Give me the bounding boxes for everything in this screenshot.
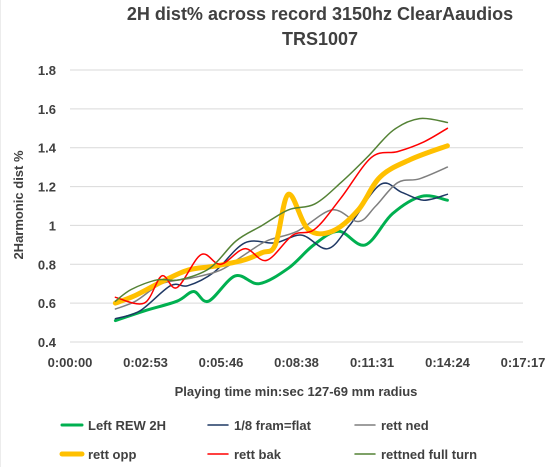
x-tick-label: 0:17:17 [501,355,546,370]
y-tick-label: 1.6 [38,102,56,117]
x-tick-label: 0:11:31 [350,355,394,370]
y-tick-label: 0.4 [38,335,57,350]
series-rettned-full-turn-line [114,117,449,302]
x-tick-label: 0:00:00 [48,355,93,370]
y-tick-label: 1 [49,218,56,233]
x-axis-label: Playing time min:sec 127-69 mm radius [175,384,418,399]
x-axis-ticks: 0:00:00 0:02:53 0:05:46 0:08:38 0:11:31 0:14:… [48,355,546,370]
y-tick-label: 0.8 [38,257,56,272]
y-axis-ticks: 0.4 0.6 0.8 1 1.2 1.4 1.6 1.8 [38,63,57,350]
series-rett-bak-line [114,127,449,305]
y-tick-label: 0.6 [38,296,56,311]
series-left-rew-2h-line [113,194,449,323]
series-rett-opp-line [112,143,450,306]
chart-title-line-1: 2H dist% across record 3150hz ClearAaudi… [127,4,513,24]
legend-label-rett-bak: rett bak [234,447,282,462]
legend-label-rettned-full-turn: rettned full turn [381,447,477,462]
x-tick-label: 0:14:24 [425,355,471,370]
legend-label-1-8-fram-flat: 1/8 fram=flat [234,418,312,433]
y-tick-label: 1.2 [38,180,56,195]
series-1-8-fram-flat-line [114,182,449,320]
x-tick-label: 0:02:53 [123,355,168,370]
x-tick-label: 0:05:46 [199,355,244,370]
series-rett-ned-line [114,166,449,310]
y-tick-label: 1.4 [38,141,57,156]
legend-label-rett-ned: rett ned [381,418,429,433]
legend: Left REW 2H 1/8 fram=flat rett ned rett opp… [59,418,477,462]
chart-title-line-2: TRS1007 [282,29,358,49]
legend-label-rett-opp: rett opp [88,447,136,462]
plot-series [112,117,450,323]
x-tick-label: 0:08:38 [274,355,319,370]
legend-label-left-rew-2h: Left REW 2H [88,418,166,433]
y-axis-label: 2Harmonic dist % [11,150,26,260]
y-tick-label: 1.8 [38,63,56,78]
